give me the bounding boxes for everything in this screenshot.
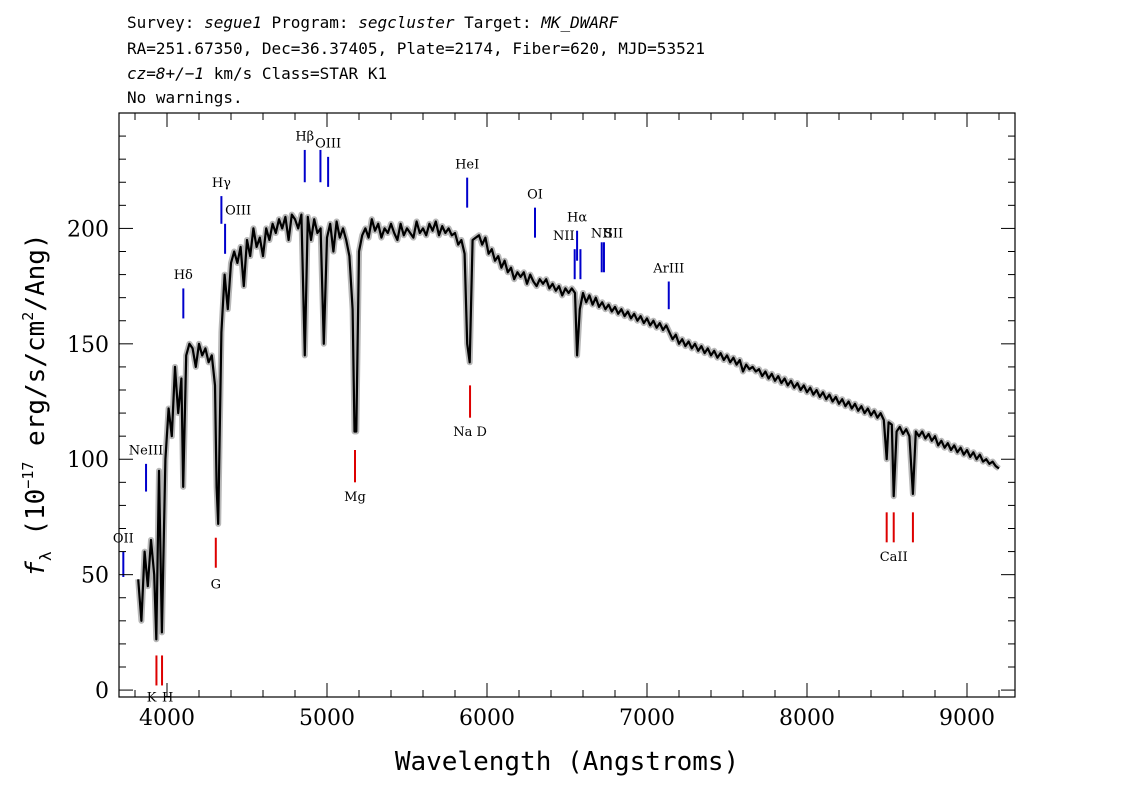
emission-line-label: OIII: [225, 204, 251, 219]
x-tick-label: 4000: [139, 706, 195, 731]
absorption-line-label: K: [147, 691, 157, 706]
emission-line-label: HeI: [455, 157, 479, 172]
y-label-c: /Ang): [21, 233, 51, 311]
emission-line-label: OII: [113, 531, 134, 546]
program-label: Program:: [262, 13, 358, 32]
absorption-line-label: G: [211, 578, 221, 593]
axes: 4000 5000 6000 7000 8000 9000 0 50 100 150 200: [67, 113, 1015, 731]
spectrum-error-band: [135, 211, 1001, 643]
emission-line-label: SII: [604, 227, 623, 242]
survey-value: segue1: [204, 13, 262, 32]
y-label-sup2: 2: [19, 312, 37, 321]
survey-label: Survey:: [127, 13, 204, 32]
emission-line-label: Hβ: [295, 130, 314, 145]
emission-line-label: Hδ: [174, 268, 193, 283]
absorption-line-label: CaII: [880, 550, 908, 565]
x-tick-label: 5000: [299, 706, 355, 731]
header-line-4: No warnings.: [127, 88, 243, 107]
absorption-line-label: Mg: [344, 490, 366, 505]
y-label-sup1: −17: [19, 462, 37, 489]
spectrum-series: [137, 213, 1000, 641]
plot-frame: [118, 112, 1016, 698]
y-label-sub: λ: [36, 551, 55, 561]
emission-line-label: NII: [591, 227, 613, 242]
emission-line-label: NII: [553, 229, 575, 244]
y-label-a: (10: [21, 489, 51, 552]
emission-line-label: OI: [527, 187, 543, 202]
y-tick-label: 200: [67, 217, 109, 242]
y-label-f: f: [21, 561, 51, 577]
y-label-b: erg/s/cm: [21, 321, 51, 462]
class-value: km/s Class=STAR K1: [204, 64, 387, 83]
x-tick-label: 8000: [779, 706, 835, 731]
emission-line-label: Hα: [567, 210, 587, 225]
y-tick-label: 50: [81, 564, 109, 589]
y-tick-label: 100: [67, 448, 109, 473]
y-axis-label: fλ (10−17 erg/s/cm2/Ang): [19, 233, 55, 576]
x-tick-label: 6000: [459, 706, 515, 731]
emission-line-label: NeIII: [129, 444, 163, 459]
header-line-3: cz=8+/−1 km/s Class=STAR K1: [127, 64, 387, 83]
target-label: Target:: [455, 13, 542, 32]
x-tick-label: 9000: [939, 706, 995, 731]
redshift-value: cz=8+/−1: [127, 64, 204, 83]
header-line-2: RA=251.67350, Dec=36.37405, Plate=2174, …: [127, 39, 705, 58]
x-axis-label: Wavelength (Angstroms): [395, 747, 739, 777]
spectrum-line: [137, 213, 1000, 641]
x-tick-label: 7000: [619, 706, 675, 731]
header-line-1: Survey: segue1 Program: segcluster Targe…: [127, 13, 619, 32]
error-band: [135, 211, 1001, 643]
y-tick-label: 150: [67, 333, 109, 358]
y-tick-label: 0: [95, 679, 109, 704]
emission-line-label: Hγ: [212, 176, 231, 191]
absorption-line-label: Na D: [453, 425, 487, 440]
target-value: MK_DWARF: [540, 13, 618, 32]
emission-line-label: OIII: [315, 137, 341, 152]
absorption-line-label: H: [162, 691, 173, 706]
header: Survey: segue1 Program: segcluster Targe…: [127, 13, 705, 107]
emission-line-label: ArIII: [652, 261, 684, 276]
program-value: segcluster: [358, 13, 455, 32]
